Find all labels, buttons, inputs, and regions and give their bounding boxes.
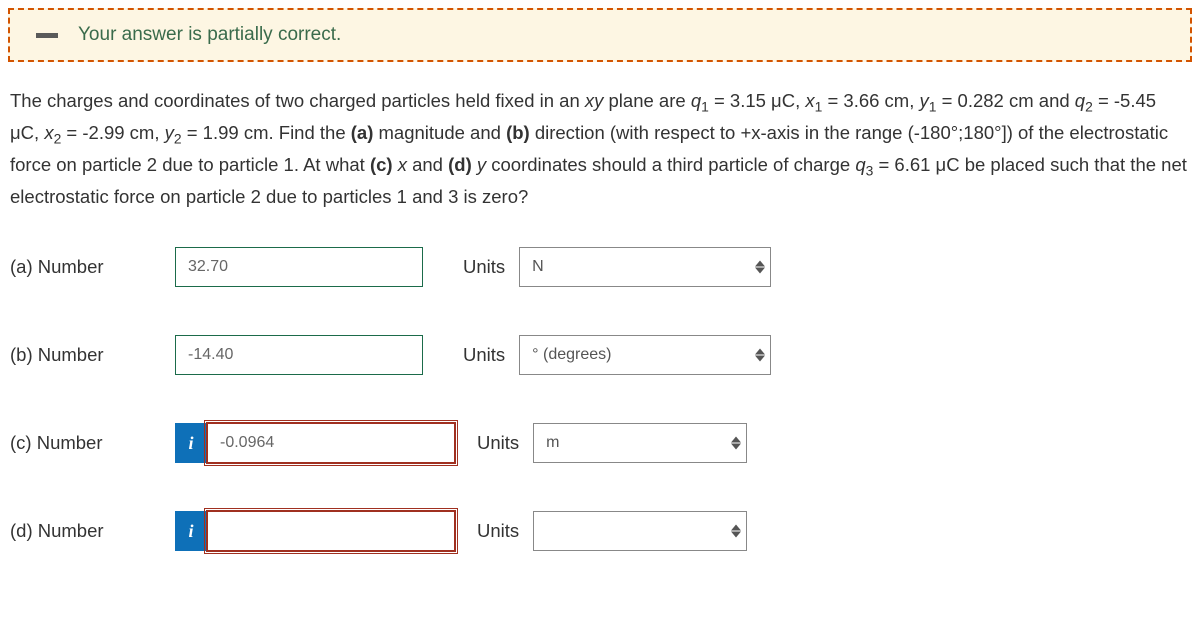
units-label: Units <box>463 256 505 278</box>
units-col: Units ° (degrees) <box>463 335 771 375</box>
part-label: (b) Number <box>10 344 175 366</box>
number-input-d[interactable] <box>207 511 455 551</box>
part-label: (d) Number <box>10 520 175 542</box>
info-icon[interactable]: i <box>175 423 207 463</box>
units-select-wrap[interactable]: N <box>519 247 771 287</box>
number-input-wrap <box>175 247 423 287</box>
question-text: The charges and coordinates of two charg… <box>10 86 1190 211</box>
units-select-b[interactable]: ° (degrees) <box>519 335 771 375</box>
part-label: (a) Number <box>10 256 175 278</box>
units-select-wrap[interactable]: m <box>533 423 747 463</box>
number-input-wrap: i <box>175 423 455 463</box>
number-input-wrap <box>175 335 423 375</box>
status-text: Your answer is partially correct. <box>78 24 341 46</box>
units-col: Units N <box>463 247 771 287</box>
number-input-b[interactable] <box>175 335 423 375</box>
units-select-c[interactable]: m <box>533 423 747 463</box>
answer-row-a: (a) Number Units N <box>10 247 1192 287</box>
number-input-wrap: i <box>175 511 455 551</box>
units-select-d[interactable] <box>533 511 747 551</box>
units-label: Units <box>463 344 505 366</box>
units-select-wrap[interactable] <box>533 511 747 551</box>
minus-icon <box>36 33 58 38</box>
part-label: (c) Number <box>10 432 175 454</box>
units-col: Units m <box>477 423 747 463</box>
number-input-c[interactable] <box>207 423 455 463</box>
answers-container: (a) Number Units N (b) Number Units ° (d… <box>10 247 1192 551</box>
units-select-a[interactable]: N <box>519 247 771 287</box>
info-icon[interactable]: i <box>175 511 207 551</box>
units-label: Units <box>477 520 519 542</box>
answer-row-c: (c) Number i Units m <box>10 423 1192 463</box>
status-banner: Your answer is partially correct. <box>8 8 1192 62</box>
number-input-a[interactable] <box>175 247 423 287</box>
units-label: Units <box>477 432 519 454</box>
units-select-wrap[interactable]: ° (degrees) <box>519 335 771 375</box>
units-col: Units <box>477 511 747 551</box>
answer-row-d: (d) Number i Units <box>10 511 1192 551</box>
answer-row-b: (b) Number Units ° (degrees) <box>10 335 1192 375</box>
